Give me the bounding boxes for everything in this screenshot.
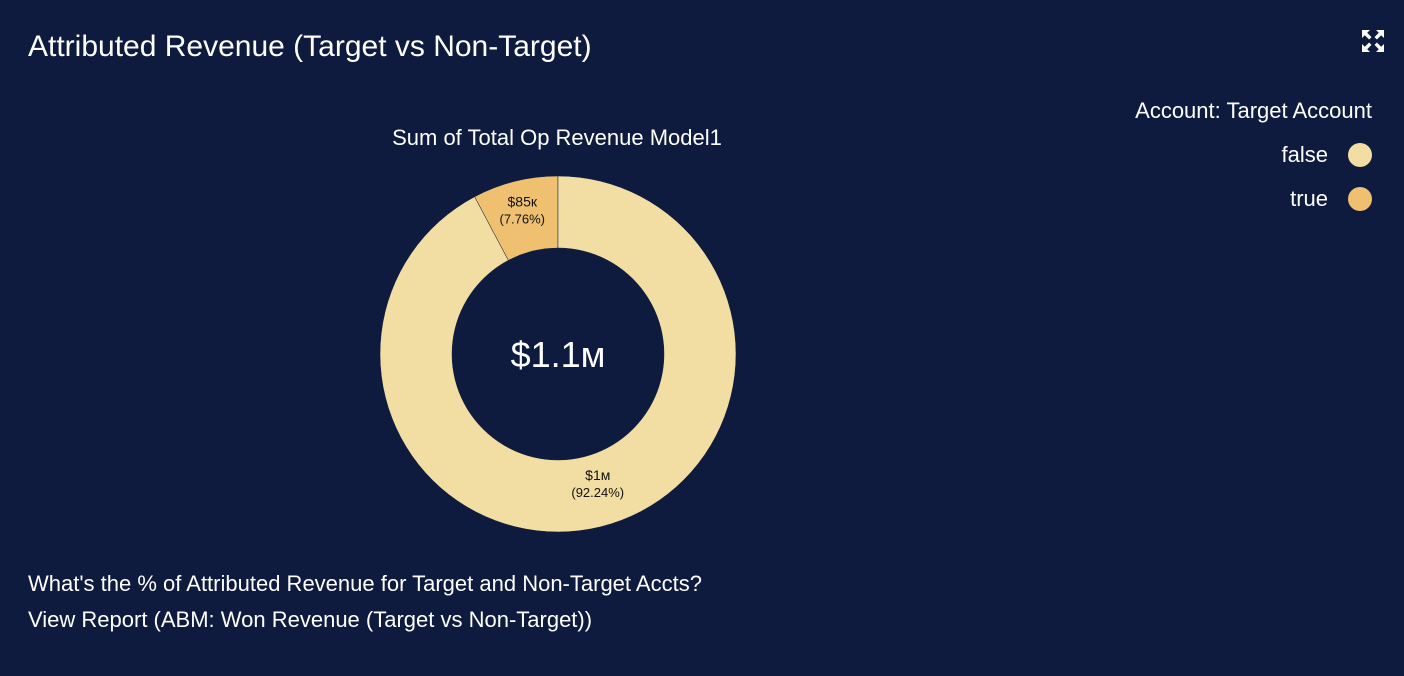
legend-title: Account: Target Account <box>1135 98 1372 123</box>
legend-label: false <box>1281 142 1328 167</box>
slice-value-label: $1м <box>585 467 610 483</box>
card-title: Attributed Revenue (Target vs Non-Target… <box>28 30 592 63</box>
slice-value-label: $85к <box>508 193 538 209</box>
legend-dot <box>1348 187 1372 211</box>
slice-percent-label: (92.24%) <box>571 485 624 500</box>
donut-center-label: $1.1м <box>511 334 606 375</box>
legend: Account: Target Account false true <box>1135 97 1372 213</box>
expand-icon[interactable] <box>1360 28 1386 54</box>
legend-dot <box>1348 143 1372 167</box>
view-report-link[interactable]: View Report (ABM: Won Revenue (Target vs… <box>28 607 593 632</box>
legend-label: true <box>1290 186 1328 211</box>
slice-percent-label: (7.76%) <box>499 211 545 226</box>
chart-title: Sum of Total Op Revenue Model1 <box>392 125 722 150</box>
chart-description: What's the % of Attributed Revenue for T… <box>28 571 702 596</box>
donut-slice-false[interactable] <box>379 175 737 533</box>
legend-item-true[interactable]: true <box>1135 185 1372 213</box>
donut-chart: $85к (7.76%) $1м (92.24%) $1.1м <box>379 175 737 533</box>
legend-item-false[interactable]: false <box>1135 141 1372 169</box>
